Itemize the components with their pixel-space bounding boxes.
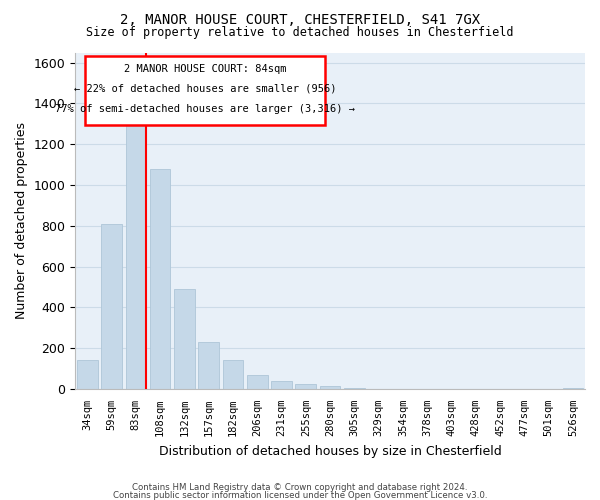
Text: Contains public sector information licensed under the Open Government Licence v3: Contains public sector information licen… — [113, 492, 487, 500]
Text: Size of property relative to detached houses in Chesterfield: Size of property relative to detached ho… — [86, 26, 514, 39]
Text: Contains HM Land Registry data © Crown copyright and database right 2024.: Contains HM Land Registry data © Crown c… — [132, 483, 468, 492]
Text: ← 22% of detached houses are smaller (956): ← 22% of detached houses are smaller (95… — [74, 84, 337, 94]
Y-axis label: Number of detached properties: Number of detached properties — [15, 122, 28, 319]
Bar — [77, 360, 98, 389]
X-axis label: Distribution of detached houses by size in Chesterfield: Distribution of detached houses by size … — [159, 444, 502, 458]
Text: 2, MANOR HOUSE COURT, CHESTERFIELD, S41 7GX: 2, MANOR HOUSE COURT, CHESTERFIELD, S41 … — [120, 12, 480, 26]
FancyBboxPatch shape — [85, 56, 325, 125]
Bar — [295, 384, 316, 389]
Bar — [150, 168, 170, 389]
Bar — [174, 289, 195, 389]
Bar — [271, 381, 292, 389]
Text: 77% of semi-detached houses are larger (3,316) →: 77% of semi-detached houses are larger (… — [55, 104, 355, 114]
Bar — [563, 388, 583, 389]
Bar — [199, 342, 219, 389]
Bar — [320, 386, 340, 389]
Bar — [344, 388, 365, 389]
Text: 2 MANOR HOUSE COURT: 84sqm: 2 MANOR HOUSE COURT: 84sqm — [124, 64, 286, 74]
Bar — [223, 360, 243, 389]
Bar — [101, 224, 122, 389]
Bar — [125, 124, 146, 389]
Bar — [247, 374, 268, 389]
